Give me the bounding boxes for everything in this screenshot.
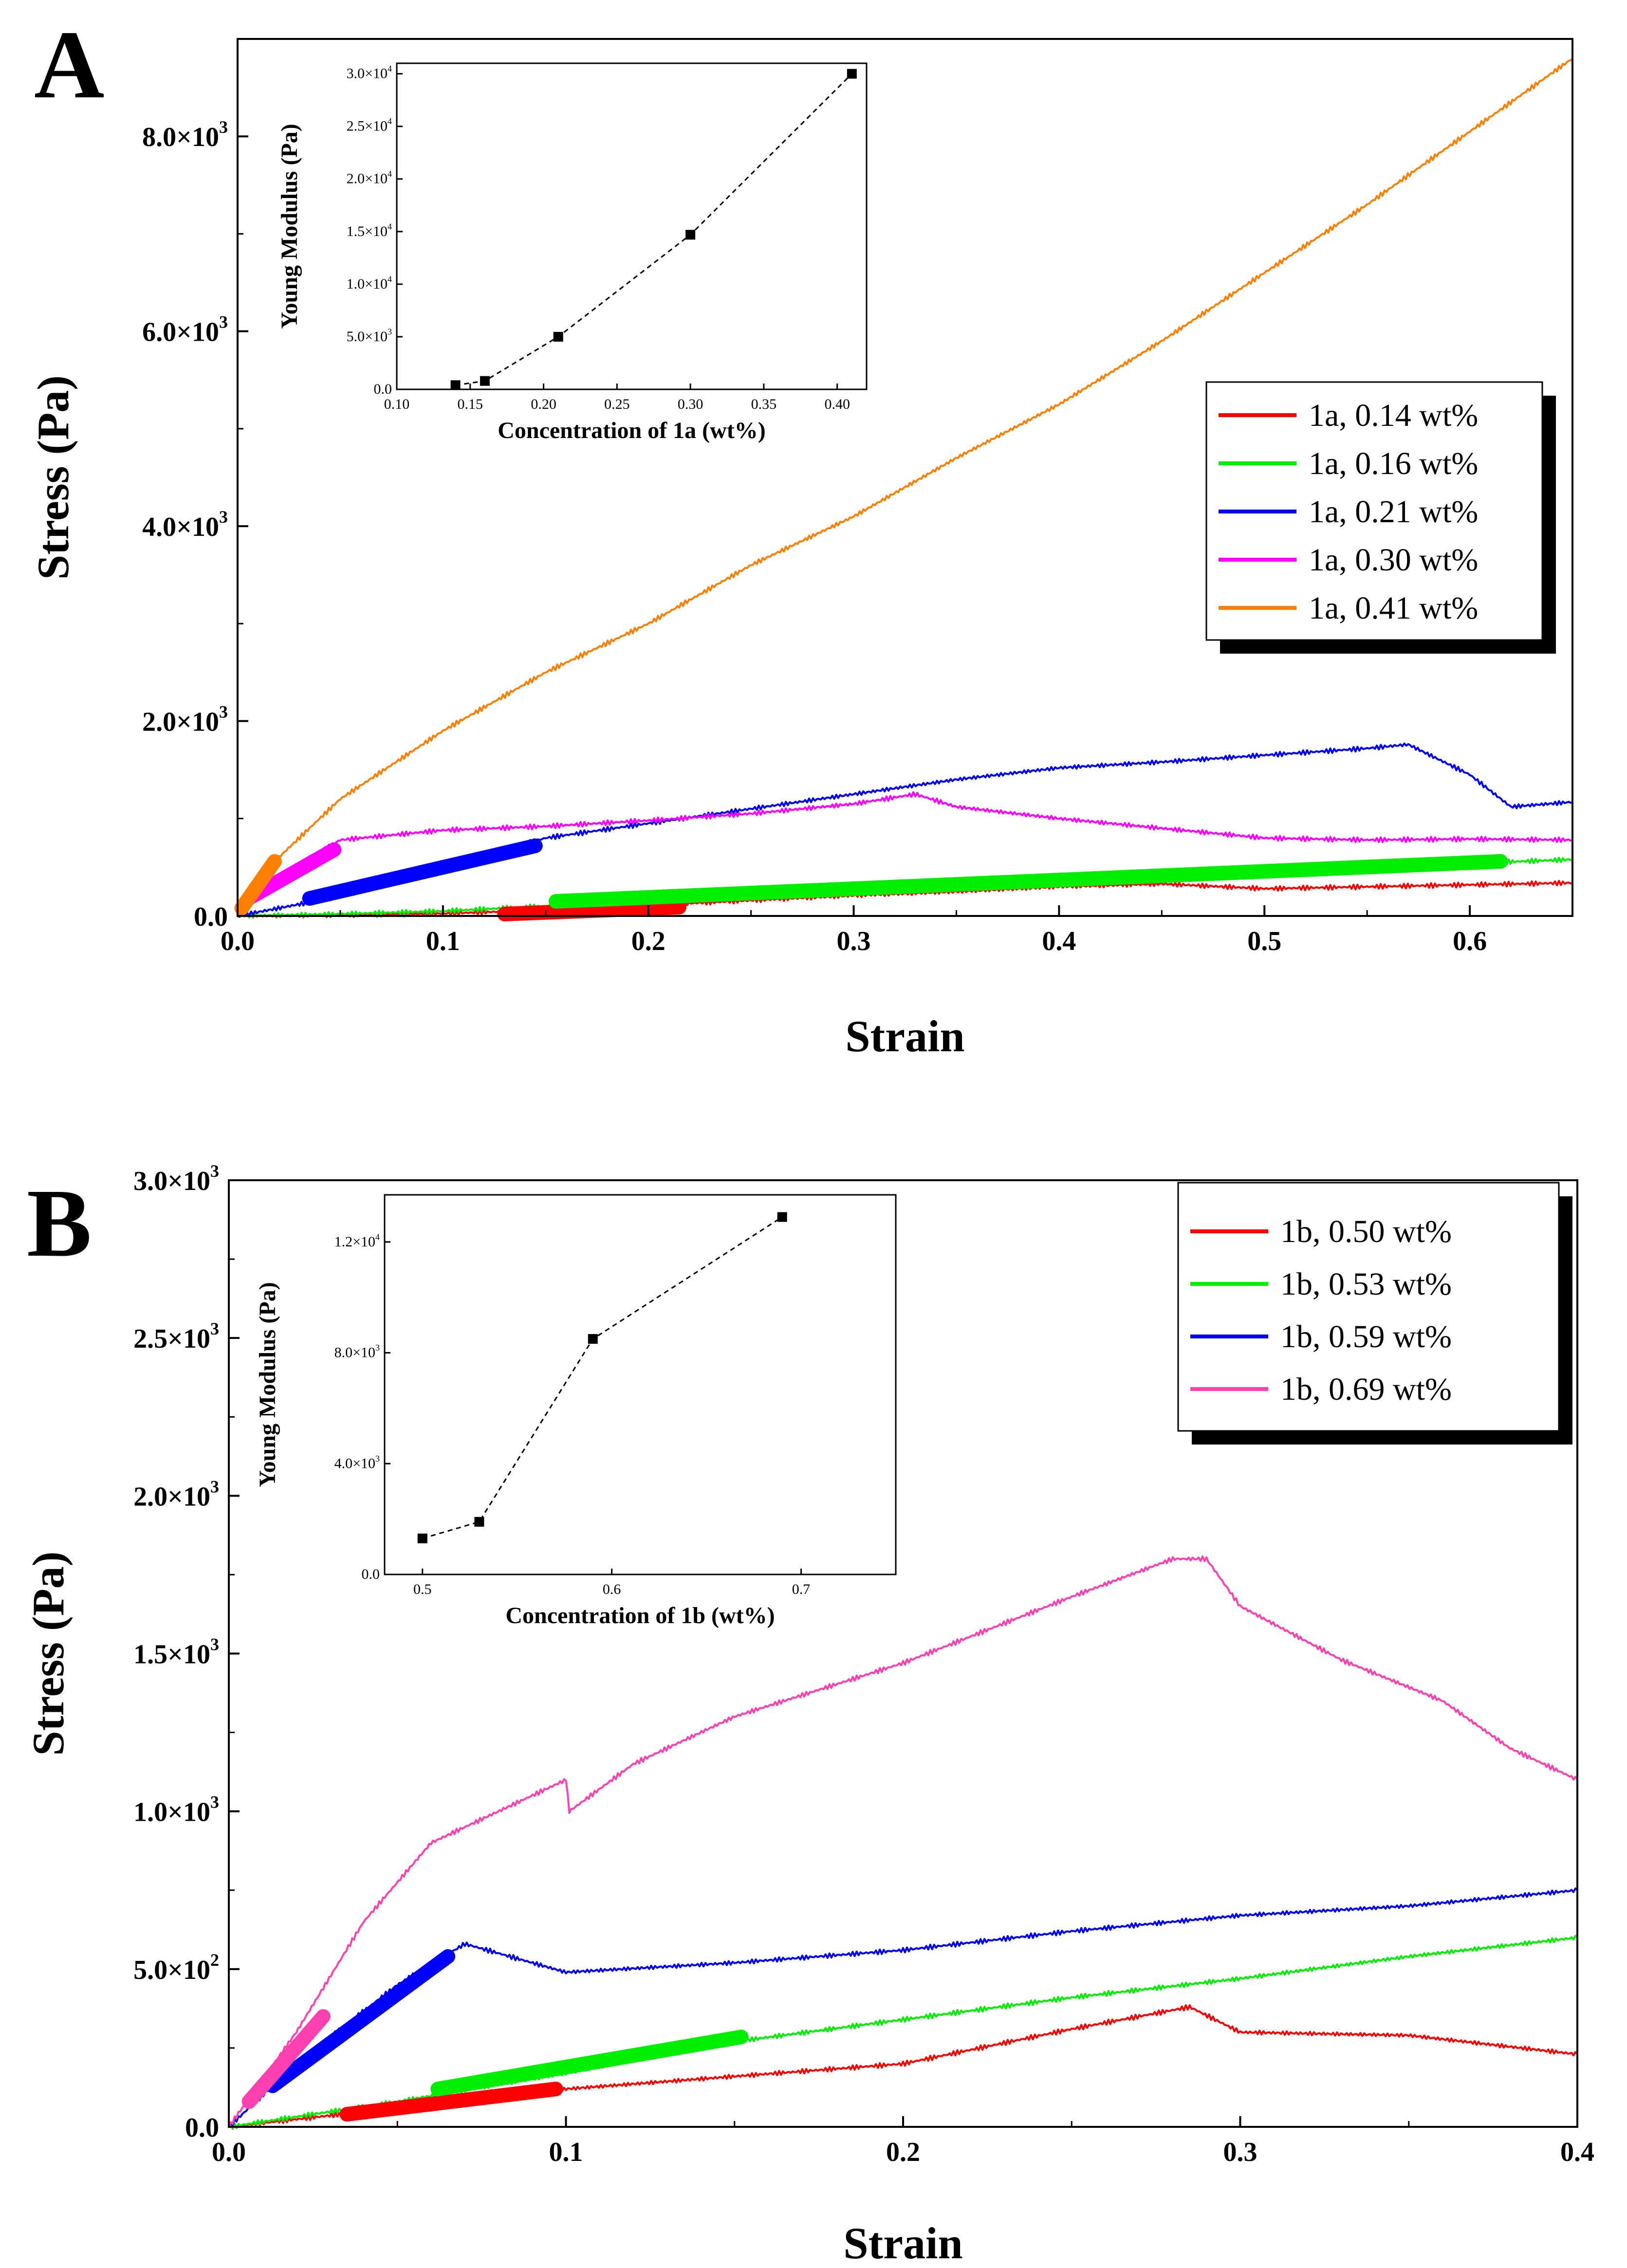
y-tick-label: 3.0×103 [133, 1161, 219, 1196]
inset-y-tick-label: 0.0 [362, 1566, 380, 1582]
legend-label-3: 1b, 0.69 wt% [1280, 1372, 1452, 1407]
inset-chart: 0.10 0.15 0.20 0.25 0.30 0.35 0.40 0.0 5.0×103 1.… [277, 62, 868, 443]
inset-y-tick-label: 8.0×103 [334, 1343, 380, 1361]
inset-y-tick-label: 1.5×104 [347, 221, 392, 239]
y-tick-label: 8.0×103 [142, 117, 228, 152]
y-tick-label: 4.0×103 [142, 507, 228, 542]
x-tick-label: 0.1 [549, 2137, 583, 2167]
inset-x-tick-label: 0.15 [458, 396, 483, 412]
x-tick-label: 0.4 [1560, 2137, 1594, 2167]
inset-frame [384, 1194, 897, 1575]
inset-y-title: Young Modulus (Pa) [277, 124, 302, 329]
inset-x-tick-label: 0.5 [413, 1581, 432, 1597]
series-line-3 [228, 1555, 1578, 2127]
inset-point-1 [474, 1517, 484, 1527]
inset-x-tick-label: 0.10 [384, 396, 410, 412]
inset-y-tick-label: 0.0 [374, 381, 392, 397]
inset-y-tick-label: 2.0×104 [347, 169, 392, 187]
inset-point-3 [685, 230, 696, 240]
x-tick-label: 0.2 [631, 926, 666, 956]
y-tick-label: 5.0×102 [133, 1950, 219, 1985]
x-tick-label: 0.0 [221, 926, 255, 956]
legend-label-1: 1a, 0.16 wt% [1309, 446, 1478, 481]
x-tick-label: 0.4 [1042, 926, 1076, 956]
panel-label-b: B [27, 1170, 92, 1277]
fit-line-4 [234, 854, 282, 915]
x-axis-title: Strain [843, 2218, 962, 2268]
x-tick-label: 0.3 [837, 926, 871, 956]
legend-box [1205, 381, 1543, 641]
inset-point-2 [588, 1334, 598, 1344]
y-axis-title: Stress (Pa) [23, 1552, 73, 1756]
legend: 1b, 0.50 wt% 1b, 0.53 wt% 1b, 0.59 wt% 1b, … [1177, 1182, 1572, 1445]
legend-label-0: 1b, 0.50 wt% [1280, 1214, 1452, 1249]
x-axis-title: Strain [845, 1011, 964, 1061]
y-tick-label: 1.0×103 [133, 1792, 219, 1828]
inset-x-tick-label: 0.30 [678, 396, 703, 412]
x-tick-label: 0.2 [886, 2137, 920, 2167]
inset-y-tick-label: 1.2×104 [334, 1232, 380, 1250]
inset-y-tick-label: 1.0×104 [347, 274, 392, 292]
fit-line-2 [265, 1949, 456, 2093]
inset-x-tick-label: 0.40 [824, 396, 850, 412]
inset-x-title: Concentration of 1b (wt%) [505, 1603, 775, 1628]
inset-point-1 [480, 376, 490, 386]
fit-line-1 [548, 854, 1508, 909]
legend-label-0: 1a, 0.14 wt% [1309, 398, 1478, 433]
y-tick-label: 0.0 [185, 2113, 219, 2143]
x-tick-label: 0.6 [1453, 926, 1487, 956]
inset-y-tick-label: 4.0×103 [334, 1454, 380, 1472]
inset-x-tick-label: 0.25 [604, 396, 630, 412]
legend-label-1: 1b, 0.53 wt% [1280, 1266, 1452, 1302]
y-axis-title: Stress (Pa) [28, 375, 78, 580]
x-tick-label: 0.0 [212, 2137, 246, 2167]
legend: 1a, 0.14 wt% 1a, 0.16 wt% 1a, 0.21 wt% 1a, … [1205, 381, 1556, 654]
inset-y-tick-label: 5.0×103 [347, 327, 392, 345]
inset-point-2 [553, 331, 563, 342]
fit-line-3 [244, 842, 342, 904]
inset-point-3 [777, 1212, 787, 1222]
legend-label-4: 1a, 0.41 wt% [1309, 590, 1478, 626]
inset-x-tick-label: 0.35 [751, 396, 777, 412]
fit-line-2 [302, 838, 543, 906]
inset-point-4 [847, 69, 857, 79]
chart-panel-a: 0.0 0.1 0.2 0.3 0.4 0.5 0.6 0.0 2.0×103 4.0×103 6.… [28, 38, 1573, 1061]
chart-panel-b: 0.0 0.1 0.2 0.3 0.4 0.0 5.0×102 1.0×103 1.5×103 2… [23, 1161, 1594, 2268]
inset-x-tick-label: 0.7 [792, 1581, 811, 1597]
x-tick-label: 0.1 [426, 926, 460, 956]
fit-line-0 [497, 899, 686, 921]
inset-point-0 [450, 380, 461, 390]
inset-chart: 0.5 0.6 0.7 0.0 4.0×103 8.0×103 1.2×104 Concent… [255, 1194, 897, 1628]
y-tick-label: 2.5×103 [133, 1319, 219, 1354]
plot-frame [237, 38, 1573, 917]
panel-label-a: A [34, 11, 104, 119]
legend-label-2: 1b, 0.59 wt% [1280, 1319, 1452, 1354]
series-line-3 [237, 791, 1573, 917]
inset-y-tick-label: 2.5×104 [347, 116, 392, 134]
x-tick-label: 0.3 [1223, 2137, 1257, 2167]
series-line-2 [228, 1887, 1578, 2127]
inset-y-tick-label: 3.0×104 [347, 64, 392, 82]
y-tick-label: 6.0×103 [142, 312, 228, 348]
y-tick-label: 1.5×103 [133, 1635, 219, 1670]
inset-x-tick-label: 0.6 [603, 1581, 621, 1597]
inset-y-title: Young Modulus (Pa) [255, 1282, 280, 1487]
inset-x-tick-label: 0.20 [531, 396, 556, 412]
x-tick-label: 0.5 [1247, 926, 1281, 956]
inset-frame [396, 62, 868, 390]
y-tick-label: 0.0 [194, 902, 228, 932]
y-tick-label: 2.0×103 [133, 1477, 219, 1512]
legend-label-3: 1a, 0.30 wt% [1309, 542, 1478, 578]
fit-line-1 [430, 2030, 749, 2097]
fit-line-3 [241, 2009, 331, 2109]
inset-trend-line [422, 1216, 783, 1539]
inset-x-title: Concentration of 1a (wt%) [498, 418, 766, 443]
series-line-4 [237, 57, 1573, 917]
legend-label-2: 1a, 0.21 wt% [1309, 494, 1478, 530]
fit-line-0 [339, 2082, 563, 2122]
y-tick-label: 2.0×103 [142, 702, 228, 737]
inset-point-0 [417, 1533, 427, 1543]
